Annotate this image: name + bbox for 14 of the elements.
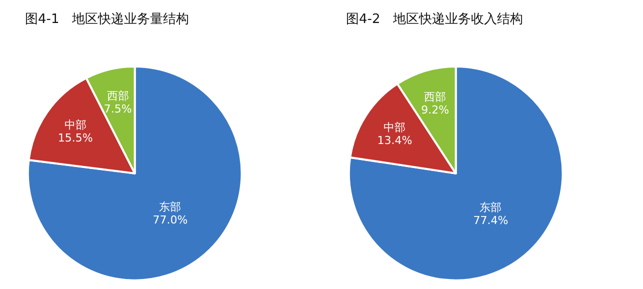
data-label: 77.0% xyxy=(152,214,188,227)
slice-label: 中部 xyxy=(384,121,406,134)
slice-label: 西部 xyxy=(424,90,446,104)
slice-label: 东部 xyxy=(480,200,502,214)
data-label: 13.4% xyxy=(377,134,412,148)
data-label: 77.4% xyxy=(473,214,508,227)
data-label: 7.5% xyxy=(104,102,132,116)
chart-title: 图4-2 地区快递业务收入结构 xyxy=(346,12,524,27)
data-label: 9.2% xyxy=(421,104,450,117)
data-label: 15.5% xyxy=(58,132,93,145)
chart-title: 图4-1 地区快递业务量结构 xyxy=(25,12,190,27)
slice-label: 中部 xyxy=(64,118,86,132)
slice-label: 东部 xyxy=(159,200,182,214)
slice-label: 西部 xyxy=(106,90,129,103)
